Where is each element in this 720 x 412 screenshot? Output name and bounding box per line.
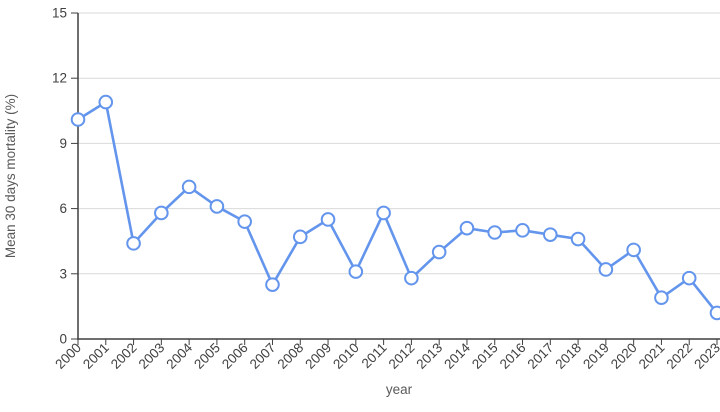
x-tick-label-2020: 2020	[608, 340, 640, 372]
data-point-2012	[404, 270, 419, 286]
x-tick-label-2022: 2022	[663, 340, 695, 372]
data-point-2022	[681, 270, 697, 286]
data-point-2018	[570, 231, 586, 247]
x-tick-label-2002: 2002	[108, 340, 140, 372]
data-point-2019	[598, 262, 614, 277]
data-point-2009	[320, 212, 336, 227]
x-tick-labels: 2000200120022003200420052006200720082009…	[52, 340, 720, 372]
x-tick-label-2009: 2009	[302, 340, 334, 372]
x-tick-label-2005: 2005	[191, 340, 223, 372]
data-point-2003	[154, 205, 169, 221]
data-point-2014	[459, 220, 475, 236]
x-tick-label-2006: 2006	[219, 340, 251, 372]
data-point-2010	[348, 264, 364, 279]
data-point-2020	[626, 242, 641, 258]
gridlines	[78, 12, 720, 275]
data-point-2013	[431, 244, 447, 260]
x-tick-label-2017: 2017	[525, 340, 557, 372]
data-series-line	[76, 100, 719, 315]
data-point-2021	[654, 290, 669, 306]
y-tick-label-3: 3	[59, 266, 67, 281]
x-tick-label-2004: 2004	[163, 340, 195, 372]
data-point-2015	[487, 225, 503, 240]
x-tick-label-2016: 2016	[497, 340, 529, 372]
x-tick-label-2011: 2011	[359, 340, 390, 371]
data-point-2006	[237, 214, 252, 229]
axis-ticks	[71, 12, 718, 345]
data-point-2002	[126, 236, 141, 251]
data-point-2005	[209, 199, 225, 214]
data-point-2016	[515, 223, 530, 238]
data-point-2008	[292, 229, 308, 245]
data-point-2004	[181, 179, 197, 195]
x-tick-label-2001: 2001	[80, 340, 112, 372]
y-tick-label-9: 9	[59, 136, 67, 151]
y-tick-label-12: 12	[52, 71, 67, 86]
x-tick-label-2021: 2021	[636, 340, 668, 372]
y-tick-labels: 0 3 6 9 12 15	[52, 6, 67, 347]
y-tick-label-0: 0	[59, 332, 67, 347]
x-tick-label-2014: 2014	[441, 340, 473, 372]
x-tick-label-2019: 2019	[580, 340, 612, 372]
data-point-2017	[543, 227, 558, 242]
x-tick-label-2003: 2003	[136, 340, 168, 372]
x-tick-label-2023: 2023	[691, 340, 720, 372]
series-line-mortality	[76, 100, 719, 315]
x-axis-title: year	[386, 382, 413, 397]
data-point-2011	[376, 205, 391, 221]
x-tick-label-2008: 2008	[275, 340, 307, 372]
y-axis-title: Mean 30 days mortality (%)	[3, 94, 18, 258]
data-point-2000	[70, 112, 86, 127]
y-tick-label-6: 6	[59, 201, 67, 216]
data-point-2023	[709, 305, 720, 321]
x-tick-label-2018: 2018	[552, 340, 584, 372]
x-tick-label-2007: 2007	[247, 340, 279, 372]
x-tick-label-2013: 2013	[413, 340, 445, 372]
y-tick-label-15: 15	[52, 6, 67, 21]
x-tick-label-2000: 2000	[52, 340, 84, 372]
x-tick-label-2012: 2012	[386, 340, 418, 372]
data-point-2007	[265, 277, 280, 292]
data-point-2001	[98, 94, 114, 110]
x-tick-label-2010: 2010	[330, 340, 362, 372]
x-tick-label-2015: 2015	[469, 340, 501, 372]
data-markers	[70, 94, 720, 321]
axes	[77, 13, 720, 340]
